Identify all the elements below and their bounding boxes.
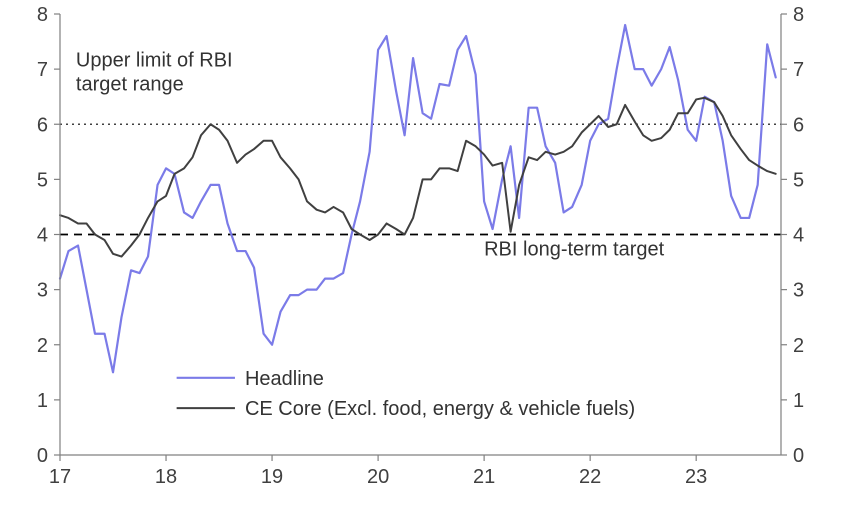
legend-label: Headline — [245, 368, 324, 390]
y-tick-label-left: 3 — [37, 280, 48, 302]
y-tick-label-left: 8 — [37, 4, 48, 26]
y-tick-label-left: 0 — [37, 445, 48, 467]
y-tick-label-right: 4 — [793, 225, 804, 247]
y-tick-label-right: 6 — [793, 114, 804, 136]
y-tick-label-left: 4 — [37, 225, 48, 247]
line-chart: 17181920212223012345678012345678Upper li… — [0, 0, 841, 506]
svg-text:RBI long-term target: RBI long-term target — [484, 238, 665, 260]
svg-text:target range: target range — [76, 73, 184, 95]
x-tick-label: 17 — [49, 466, 71, 488]
y-tick-label-right: 2 — [793, 335, 804, 357]
y-tick-label-left: 6 — [37, 114, 48, 136]
x-tick-label: 21 — [473, 466, 495, 488]
x-tick-label: 23 — [685, 466, 707, 488]
y-tick-label-left: 2 — [37, 335, 48, 357]
svg-text:Upper limit of RBI: Upper limit of RBI — [76, 49, 233, 71]
y-tick-label-left: 7 — [37, 59, 48, 81]
x-tick-label: 22 — [579, 466, 601, 488]
y-tick-label-right: 8 — [793, 4, 804, 26]
annotation: RBI long-term target — [484, 238, 665, 260]
x-tick-label: 19 — [261, 466, 283, 488]
y-tick-label-right: 7 — [793, 59, 804, 81]
y-tick-label-right: 1 — [793, 390, 804, 412]
y-tick-label-left: 5 — [37, 169, 48, 191]
chart-container: 17181920212223012345678012345678Upper li… — [0, 0, 841, 506]
y-tick-label-right: 5 — [793, 169, 804, 191]
y-tick-label-left: 1 — [37, 390, 48, 412]
legend-label: CE Core (Excl. food, energy & vehicle fu… — [245, 398, 635, 420]
x-tick-label: 20 — [367, 466, 389, 488]
y-tick-label-right: 3 — [793, 280, 804, 302]
x-tick-label: 18 — [155, 466, 177, 488]
y-tick-label-right: 0 — [793, 445, 804, 467]
